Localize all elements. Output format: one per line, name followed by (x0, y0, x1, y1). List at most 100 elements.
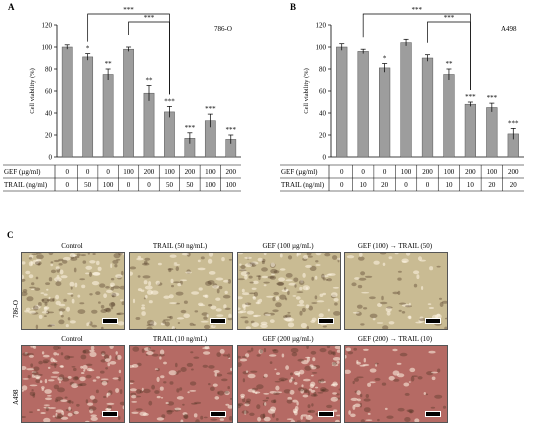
panel-b-letter: B (290, 2, 296, 12)
trail-value-a-0: 0 (65, 181, 69, 189)
gef-value-a-2: 0 (106, 168, 110, 176)
bracket-label-b-0: *** (412, 6, 423, 14)
trail-value-b-3: 0 (404, 181, 408, 189)
significance-label-a-5: *** (164, 97, 175, 105)
micrograph-texture (130, 346, 232, 422)
scale-bar (318, 411, 334, 417)
trail-value-a-8: 100 (226, 181, 237, 189)
y-tick-label-a: 100 (42, 43, 53, 51)
bar-a-0 (61, 46, 73, 158)
micrograph-texture (130, 253, 232, 329)
gef-value-a-8: 200 (226, 168, 237, 176)
trail-value-a-3: 0 (127, 181, 131, 189)
scale-bar (210, 411, 226, 417)
bar-b-6 (464, 103, 476, 158)
y-axis-label-b: Cell viability (%) (303, 68, 310, 114)
bar-a-2 (102, 74, 114, 158)
scale-bar (425, 411, 441, 417)
gef-value-a-0: 0 (65, 168, 69, 176)
significance-label-b-5: ** (445, 60, 453, 68)
y-tick-label-b: 120 (316, 21, 327, 29)
row-label-trail-b: TRAIL (ng/ml) (281, 181, 325, 189)
gef-value-a-3: 100 (123, 168, 134, 176)
bar-b-1 (357, 51, 369, 158)
significance-label-b-6: *** (465, 93, 476, 101)
trail-value-b-6: 10 (467, 181, 475, 189)
bar-b-0 (336, 46, 348, 158)
mic-label-r0-c3: GEF (100) → TRAIL (50) (357, 242, 433, 250)
trail-value-b-1: 10 (360, 181, 368, 189)
bar-b-3 (400, 42, 412, 158)
micrograph-r1-c2 (237, 345, 341, 423)
y-tick-label-b: 80 (319, 65, 327, 73)
micrograph-r1-c1 (129, 345, 233, 423)
gef-value-b-1: 0 (361, 168, 365, 176)
y-tick-label-a: 120 (42, 21, 53, 29)
bar-b-7 (486, 107, 498, 158)
scale-bar (210, 318, 226, 324)
trail-value-b-0: 0 (340, 181, 344, 189)
significance-label-a-1: * (86, 45, 90, 53)
mic-label-r0-c0: Control (61, 242, 83, 250)
micrograph-r0-c1 (129, 252, 233, 330)
gef-value-a-6: 200 (185, 168, 196, 176)
y-axis-label-a: Cell viability (%) (29, 68, 36, 114)
gef-value-a-1: 0 (86, 168, 90, 176)
gef-value-b-6: 200 (465, 168, 476, 176)
significance-bracket-a-1 (128, 21, 170, 95)
trail-value-b-2: 20 (381, 181, 389, 189)
trail-value-a-7: 100 (205, 181, 216, 189)
mic-label-r1-c1: TRAIL (10 ng/mL) (152, 335, 208, 343)
gef-value-a-7: 100 (205, 168, 216, 176)
panel-c-letter: C (7, 230, 14, 240)
row-label-trail-a: TRAIL (ng/ml) (4, 181, 48, 189)
row-label-gef-a: GEF (µg/ml) (4, 168, 41, 176)
bar-b-5 (443, 74, 455, 158)
micrograph-texture (238, 253, 340, 329)
gef-value-b-3: 100 (401, 168, 412, 176)
y-tick-label-a: 40 (45, 109, 53, 117)
scale-bar (318, 318, 334, 324)
y-tick-label-b: 40 (319, 109, 327, 117)
bar-b-4 (421, 57, 434, 158)
y-tick-label-a: 80 (45, 65, 53, 73)
y-tick-label-b: 60 (319, 87, 327, 95)
significance-label-a-6: *** (185, 124, 196, 132)
bar-a-1 (82, 56, 94, 158)
mic-label-r0-c2: GEF (100 µg/mL) (262, 242, 314, 250)
significance-bracket-b-1 (427, 21, 471, 90)
trail-value-b-8: 20 (510, 181, 518, 189)
bracket-label-a-1: *** (144, 14, 155, 22)
trail-value-b-5: 10 (445, 181, 453, 189)
trail-value-a-4: 0 (147, 181, 151, 189)
significance-label-b-2: * (383, 55, 387, 63)
gef-value-b-0: 0 (340, 168, 344, 176)
panel-a-letter: A (8, 2, 15, 12)
micrograph-r0-c3 (344, 252, 448, 330)
significance-label-a-7: *** (205, 105, 216, 113)
gef-value-b-8: 200 (508, 168, 519, 176)
y-tick-label-b: 0 (323, 153, 327, 161)
mic-label-r0-c1: TRAIL (50 ng/mL) (152, 242, 208, 250)
bar-b-2 (379, 67, 391, 158)
bracket-label-b-1: *** (444, 14, 455, 22)
micrograph-r1-c3 (344, 345, 448, 423)
gef-value-b-4: 200 (422, 168, 433, 176)
bar-a-3 (123, 48, 134, 158)
y-tick-label-a: 0 (49, 153, 53, 161)
bar-a-4 (143, 92, 155, 158)
cell-line-label-b: A498 (501, 25, 517, 33)
bar-a-5 (164, 111, 175, 158)
gef-value-b-7: 100 (487, 168, 498, 176)
mic-label-r1-c3: GEF (200) → TRAIL (10) (357, 335, 433, 343)
significance-label-a-2: ** (105, 60, 113, 68)
gef-value-b-5: 100 (444, 168, 455, 176)
row-label-gef-b: GEF (µg/ml) (281, 168, 318, 176)
gef-value-b-2: 0 (383, 168, 387, 176)
scale-bar (102, 411, 118, 417)
micrograph-r0-c0 (21, 252, 125, 330)
y-tick-label-b: 20 (319, 131, 327, 139)
significance-label-b-8: *** (508, 119, 519, 127)
y-tick-label-b: 100 (316, 43, 327, 51)
row-label-a498: A498 (12, 389, 20, 405)
